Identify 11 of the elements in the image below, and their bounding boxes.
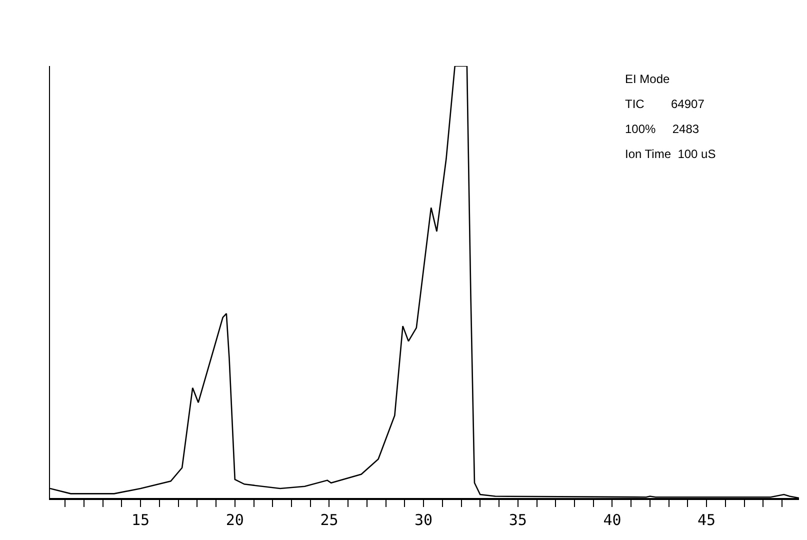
- x-tick-label: 20: [226, 511, 244, 529]
- annotation: 100% 2483: [625, 122, 700, 136]
- x-tick-label: 35: [508, 511, 527, 529]
- x-tick-label: 30: [414, 511, 433, 529]
- x-tick-label: 15: [132, 511, 150, 529]
- annotation: TIC 64907: [625, 97, 705, 111]
- x-tick-label: 45: [698, 511, 716, 529]
- x-tick-label: 25: [320, 511, 338, 529]
- annotation: EI Mode: [625, 72, 670, 86]
- x-tick-label: 40: [603, 511, 622, 529]
- annotation: Ion Time 100 uS: [625, 147, 716, 161]
